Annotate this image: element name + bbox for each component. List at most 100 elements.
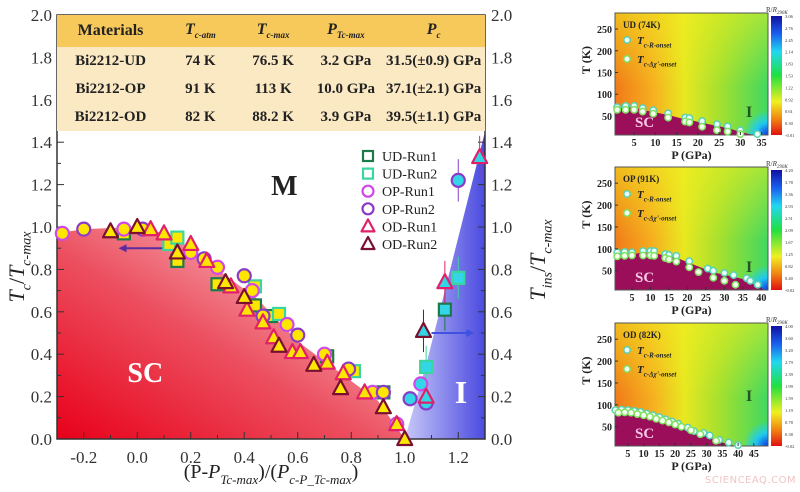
table-row: Bi2212-OD 82 K 88.2 K 3.9 GPa 39.5(±1.1)… bbox=[57, 103, 485, 131]
x-tick-label: 15 bbox=[654, 449, 664, 460]
data-point bbox=[254, 313, 272, 330]
series-od-run1 bbox=[142, 135, 489, 432]
chi-onset-point bbox=[686, 426, 695, 435]
x-tick-label: 0.0 bbox=[127, 448, 148, 467]
metal-region-label: M bbox=[271, 171, 297, 202]
colorbar-tick-label: 0.92 bbox=[785, 97, 793, 102]
main-phase-diagram: 0.0 0.0 0.2 0.2 0.4 0.4 0.6 0.6 0.8 0.8 1.0 1.0 1.2 1… bbox=[4, 6, 556, 487]
legend-marker-icon bbox=[623, 36, 631, 44]
header-pc: Pc bbox=[382, 15, 485, 47]
y-tick-label-right: 0.6 bbox=[491, 303, 512, 322]
legend-label: Tc-Δχ'-onset​ bbox=[637, 364, 677, 378]
table-cell: 3.2 GPa bbox=[309, 47, 383, 75]
legend: UD-Run1 UD-Run2 OP-Run1 OP-Run2 OD-Run1 OD-Ru… bbox=[360, 149, 437, 253]
data-point bbox=[436, 273, 454, 290]
r-onset-point bbox=[724, 438, 733, 447]
data-point bbox=[54, 225, 70, 241]
chi-onset-point bbox=[685, 118, 694, 127]
header-materials: Materials bbox=[57, 15, 164, 47]
legend-marker-icon bbox=[360, 218, 376, 233]
x-tick-label: 30 bbox=[719, 293, 729, 304]
data-point bbox=[235, 287, 253, 305]
data-point bbox=[238, 300, 256, 317]
chi-onset-point bbox=[613, 252, 622, 261]
panel-frame bbox=[614, 12, 769, 136]
sc-region-label: SC bbox=[635, 115, 654, 131]
data-point bbox=[236, 268, 252, 284]
panel-ud: UD (74K) Tc-R-onset​ Tc-Δχ'-onset​ SC I 5 10 15… bbox=[579, 6, 794, 162]
x-tick-label: 25 bbox=[714, 138, 724, 149]
colorbar-tick-label: 1.25 bbox=[785, 252, 794, 257]
x-tick-label: 5 bbox=[625, 449, 630, 460]
panel-od: OD (82K) Tc-R-onset​ Tc-Δχ'-onset​ SC I 5 10 15… bbox=[579, 316, 794, 473]
y-tick-label: 100 bbox=[597, 245, 612, 256]
insulator-region-label: I bbox=[746, 259, 752, 276]
data-point bbox=[168, 243, 186, 260]
table-cell: 3.9 GPa bbox=[309, 103, 383, 131]
chi-onset-point bbox=[712, 436, 721, 445]
y-tick-label: 150 bbox=[597, 379, 612, 390]
header-sub: Tc-max bbox=[336, 30, 365, 41]
colorbar-tick-label: 1.59 bbox=[785, 396, 794, 401]
sc-region-label: SC bbox=[635, 270, 654, 286]
chi-onset-point bbox=[694, 268, 703, 277]
y-tick-label-right: 1.8 bbox=[491, 48, 512, 67]
colorbar-title: R/R290K​ bbox=[766, 316, 788, 326]
data-point bbox=[414, 321, 433, 338]
colorbar bbox=[771, 16, 782, 135]
table-cell: 31.5(±0.9) GPa bbox=[382, 47, 485, 75]
x-tick-label: 30 bbox=[735, 138, 745, 149]
data-point bbox=[375, 384, 391, 400]
data-point bbox=[334, 364, 352, 381]
legend-label: Tc-R-onset​ bbox=[637, 345, 672, 359]
x-tick-label: 20 bbox=[682, 293, 692, 304]
table-cell: 39.5(±1.1) GPa bbox=[382, 103, 485, 131]
legend-label: UD-Run2 bbox=[382, 168, 437, 183]
y-tick-label: 0.2 bbox=[31, 388, 52, 407]
materials-table: Materials Tc-atm Tc-max PTc-max Pc Bi221… bbox=[57, 15, 485, 131]
colorbar-tick-label: -0.02 bbox=[785, 444, 794, 449]
x-tick-label: 40 bbox=[756, 293, 766, 304]
y-tick-label: 1.2 bbox=[31, 176, 52, 195]
x-tick-label: 35 bbox=[738, 293, 748, 304]
chi-onset-point bbox=[664, 418, 673, 427]
legend-label: UD-Run1 bbox=[382, 150, 437, 165]
data-point bbox=[216, 273, 235, 290]
x-tick-label: 10 bbox=[645, 293, 655, 304]
y-tick-label-right: 0.0 bbox=[491, 430, 512, 449]
chi-onset-point bbox=[658, 416, 667, 425]
chi-onset-point bbox=[627, 408, 636, 417]
legend-marker-icon bbox=[623, 209, 631, 217]
y-tick-label: 50 bbox=[602, 267, 612, 278]
colorbar-tick-label: 1.22 bbox=[785, 85, 793, 90]
x-axis-label: P (GPa) bbox=[671, 148, 711, 162]
colorbar-title: R/R290K​ bbox=[766, 160, 788, 170]
r-onset-point bbox=[709, 266, 718, 275]
table-header-row: Materials Tc-atm Tc-max PTc-max Pc bbox=[57, 15, 485, 47]
chi-onset-point bbox=[638, 107, 647, 116]
table-cell: 37.1(±2.1) GPa bbox=[382, 75, 485, 103]
header-text: Materials bbox=[77, 22, 144, 39]
y-tick-label: 1.4 bbox=[31, 133, 53, 152]
x-tick-label: 40 bbox=[733, 449, 743, 460]
header-sub: c bbox=[436, 30, 441, 41]
colorbar bbox=[771, 326, 782, 446]
colorbar-tick-label: 2.51 bbox=[785, 216, 793, 221]
data-point bbox=[170, 230, 185, 245]
chi-onset-point bbox=[665, 255, 673, 264]
r-onset-point bbox=[746, 276, 755, 285]
y-tick-label: 150 bbox=[597, 223, 612, 234]
x-tick-label: 45 bbox=[749, 449, 759, 460]
chi-onset-point bbox=[723, 127, 732, 136]
header-sub: c-atm bbox=[194, 30, 216, 41]
y-tick-label: 1.8 bbox=[31, 48, 52, 67]
x-tick-label: 1.2 bbox=[448, 448, 469, 467]
x-axis-label: P (GPa) bbox=[671, 459, 711, 473]
insulator-region-label: I bbox=[455, 374, 467, 410]
y-axis-label-left: Tc​/Tc-max​ bbox=[4, 231, 35, 303]
chi-onset-point bbox=[698, 122, 707, 131]
data-point bbox=[331, 379, 350, 396]
colorbar-tick-label: 2.76 bbox=[785, 26, 794, 31]
chi-onset-point bbox=[628, 251, 636, 260]
